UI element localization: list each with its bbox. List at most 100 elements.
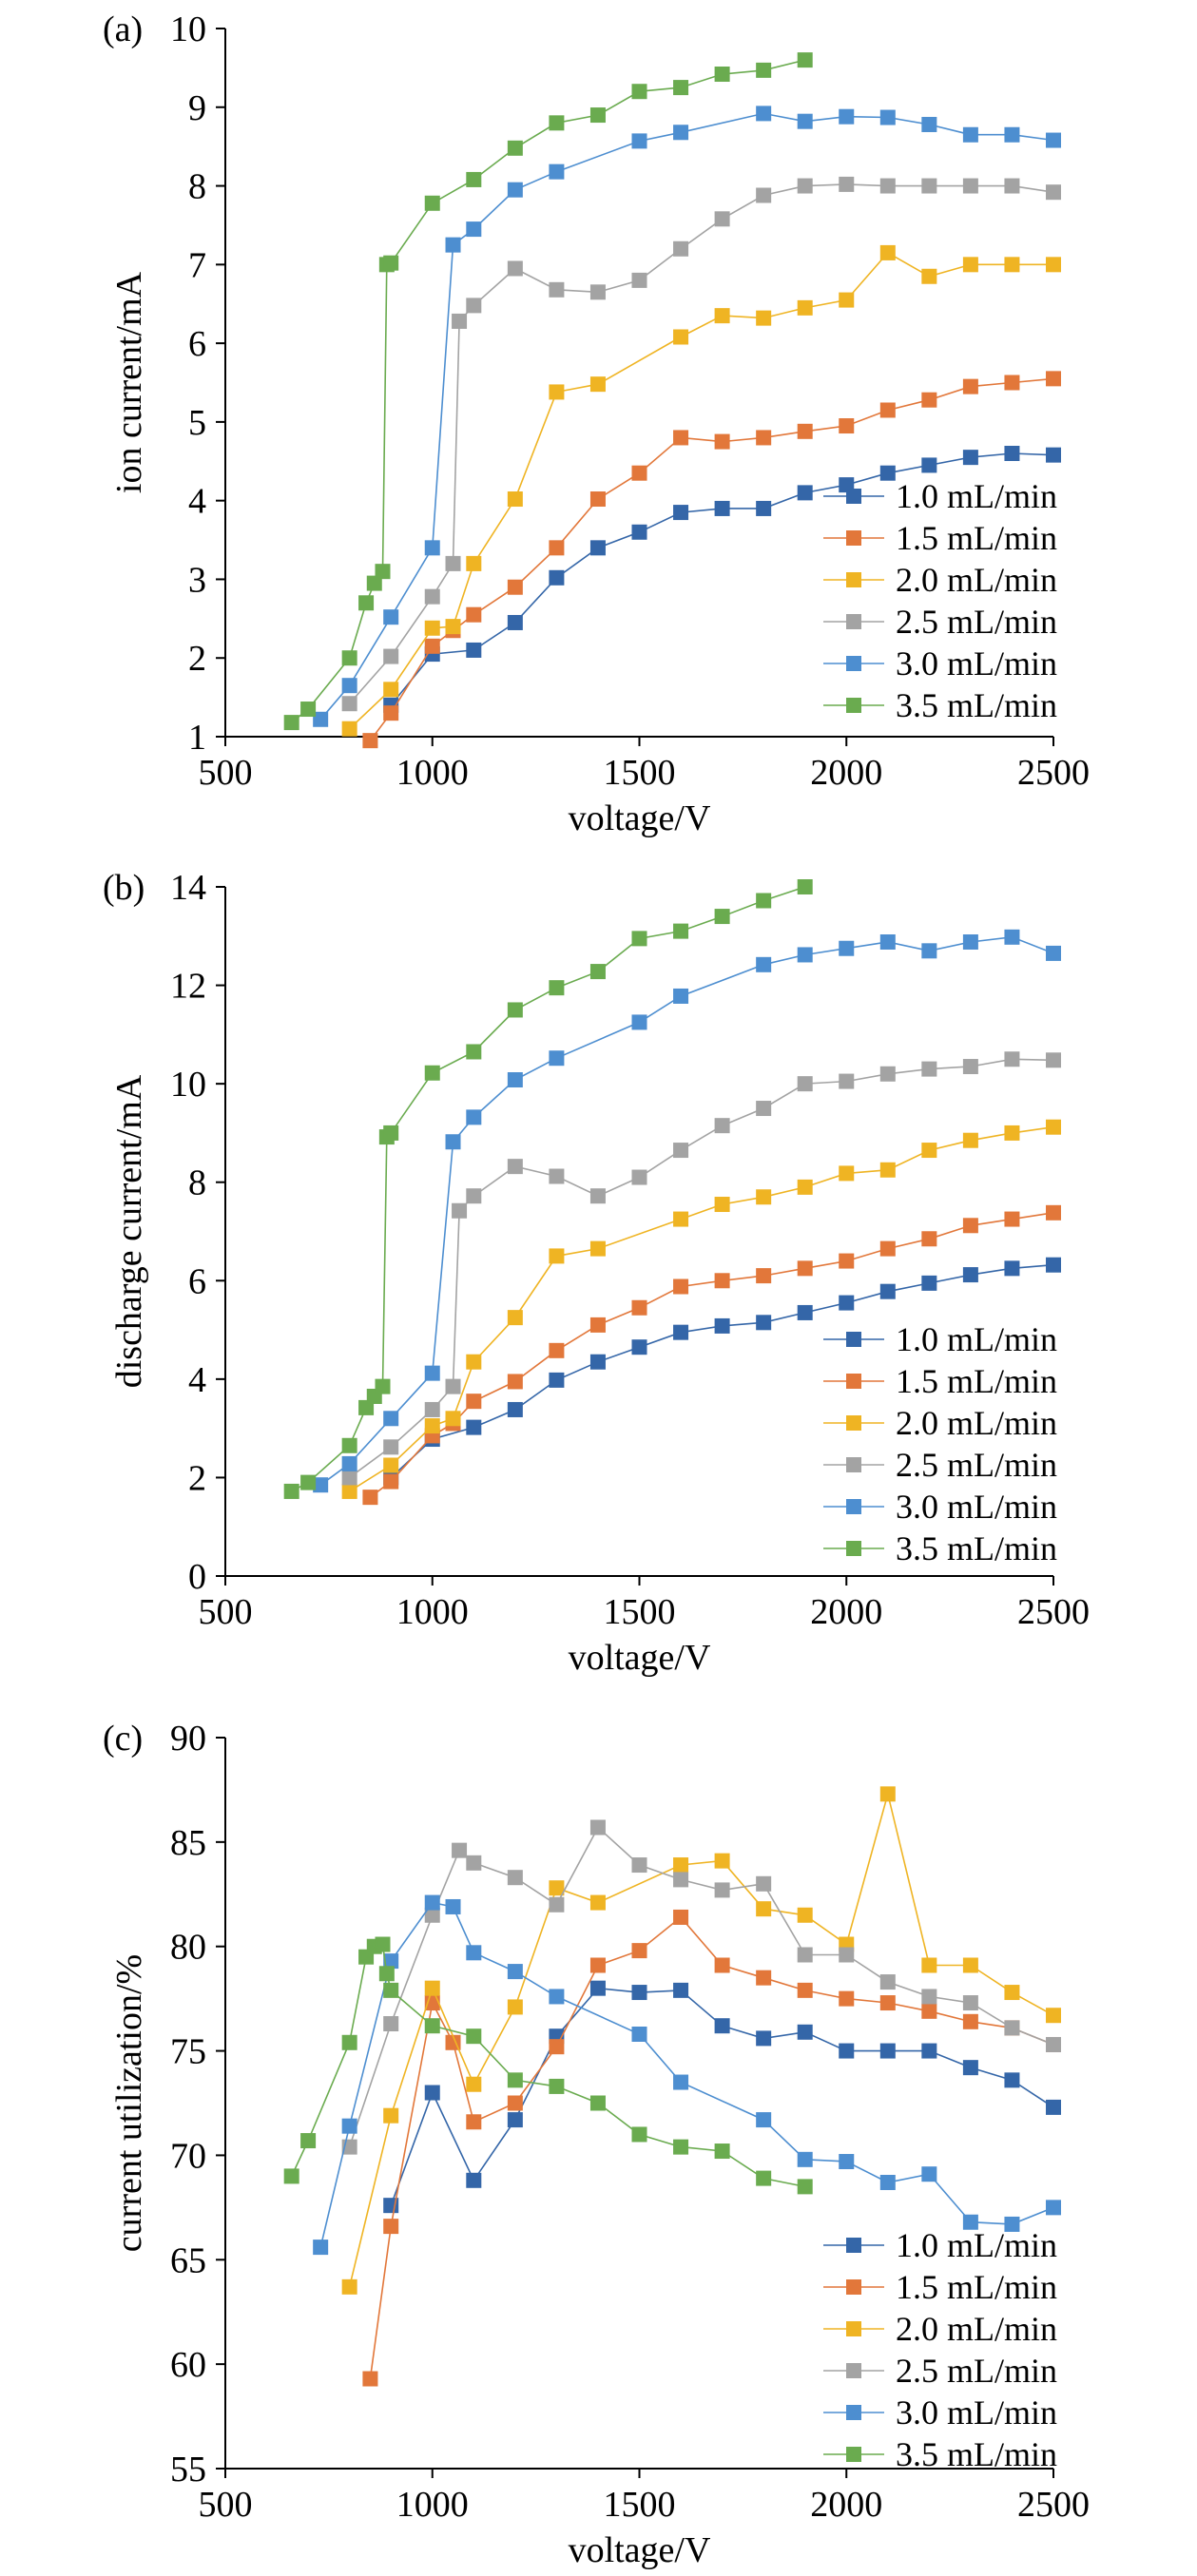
data-point: [1004, 375, 1020, 391]
data-point: [921, 1957, 937, 1973]
data-point: [879, 934, 896, 950]
data-point: [378, 1966, 395, 1982]
data-point: [549, 980, 565, 996]
data-point: [341, 696, 357, 712]
data-point: [383, 609, 399, 625]
data-point: [383, 682, 399, 698]
data-point: [341, 2118, 357, 2134]
data-point: [714, 67, 730, 83]
y-axis-label: current utilization/%: [109, 1954, 149, 2252]
data-point: [466, 2028, 482, 2045]
data-point: [673, 240, 689, 257]
y-axis-label: ion current/mA: [109, 271, 149, 493]
legend-marker: [846, 2279, 861, 2295]
data-point: [797, 485, 813, 501]
data-point: [466, 1044, 482, 1060]
data-point: [424, 2085, 440, 2101]
data-point: [549, 1989, 565, 2005]
data-point: [714, 1118, 730, 1134]
data-point: [673, 1982, 689, 1998]
data-point: [797, 1947, 813, 1963]
data-point: [507, 1870, 523, 1886]
data-point: [879, 1066, 896, 1082]
data-point: [631, 465, 647, 481]
data-point: [879, 109, 896, 125]
data-point: [921, 1989, 937, 2005]
x-tick-label: 1500: [604, 753, 676, 793]
data-point: [507, 182, 523, 198]
data-point: [962, 126, 978, 143]
data-point: [839, 292, 855, 308]
legend-label: 3.5 mL/min: [896, 2435, 1057, 2473]
legend-marker: [846, 614, 861, 629]
data-point: [797, 423, 813, 439]
data-point: [383, 1473, 399, 1490]
data-point: [507, 1999, 523, 2015]
data-point: [549, 384, 565, 400]
data-point: [631, 1857, 647, 1874]
series-2: [362, 1204, 1061, 1506]
data-point: [879, 244, 896, 260]
data-point: [1046, 2200, 1061, 2216]
data-point: [1046, 2099, 1061, 2115]
legend-label: 3.5 mL/min: [896, 1529, 1057, 1567]
data-point: [1004, 178, 1020, 194]
data-point: [839, 940, 855, 956]
data-point: [673, 80, 689, 96]
data-point: [756, 1901, 772, 1917]
y-tick-label: 2: [188, 639, 206, 679]
data-point: [375, 1936, 391, 1952]
data-point: [549, 540, 565, 556]
legend-marker: [846, 656, 861, 671]
y-tick-label: 6: [188, 1261, 206, 1301]
data-point: [673, 430, 689, 446]
data-point: [756, 310, 772, 326]
data-point: [756, 1315, 772, 1331]
data-point: [962, 2060, 978, 2076]
data-point: [673, 1324, 689, 1340]
data-point: [631, 1943, 647, 1959]
data-point: [879, 465, 896, 481]
legend: 1.0 mL/min 1.5 mL/min 2.0 mL/min 2.5 mL/min…: [823, 477, 1057, 724]
data-point: [962, 378, 978, 394]
data-point: [631, 931, 647, 947]
data-point: [879, 1240, 896, 1257]
data-point: [589, 1188, 606, 1204]
data-point: [673, 329, 689, 345]
data-point: [756, 956, 772, 972]
y-tick-label: 4: [188, 1360, 206, 1400]
data-point: [879, 178, 896, 194]
legend-marker: [846, 2238, 861, 2253]
y-tick-label: 4: [188, 482, 206, 522]
data-point: [1004, 1125, 1020, 1141]
legend-marker: [846, 2405, 861, 2420]
legend-marker: [846, 530, 861, 546]
data-point: [445, 555, 461, 571]
data-point: [424, 620, 440, 636]
legend-label: 3.0 mL/min: [896, 644, 1057, 682]
data-point: [424, 540, 440, 556]
data-point: [283, 715, 299, 731]
data-point: [549, 281, 565, 298]
data-point: [921, 943, 937, 959]
x-tick-label: 500: [199, 1592, 253, 1632]
data-point: [962, 257, 978, 273]
data-point: [549, 1050, 565, 1067]
data-point: [797, 879, 813, 894]
data-point: [466, 221, 482, 238]
data-point: [797, 2179, 813, 2195]
legend-marker: [846, 2321, 861, 2336]
data-point: [549, 569, 565, 586]
legend-label: 2.0 mL/min: [896, 561, 1057, 599]
data-point: [549, 1372, 565, 1388]
data-point: [466, 171, 482, 187]
data-point: [466, 2076, 482, 2092]
x-tick-label: 2000: [810, 2485, 882, 2525]
y-tick-label: 7: [188, 245, 206, 285]
data-point: [673, 2139, 689, 2155]
data-point: [1004, 446, 1020, 461]
x-tick-label: 1000: [396, 1592, 469, 1632]
chart-panel-3: 55 60 65 70 75 80 85 90 500 1000 1500 2000 2500 (c) vo…: [103, 1719, 1090, 2570]
data-point: [797, 1179, 813, 1195]
series-4: [341, 176, 1061, 712]
